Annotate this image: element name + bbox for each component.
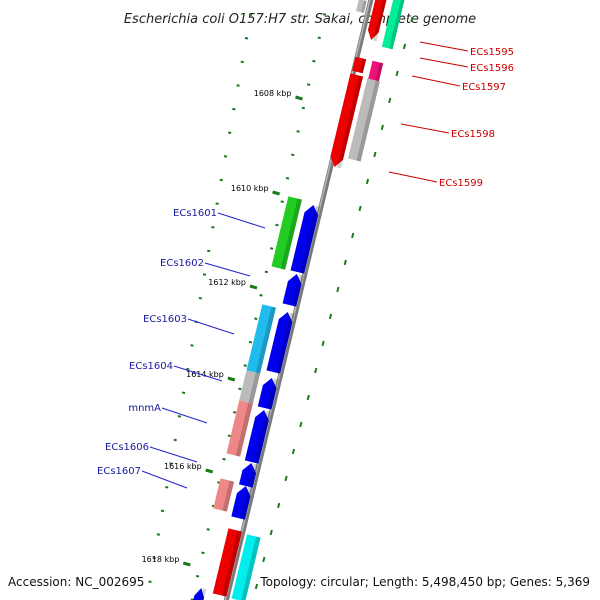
tick-label: 1610 kbp (231, 184, 269, 193)
gene-red-bottom (212, 528, 243, 597)
label-leader (217, 212, 266, 229)
gene-ecs1604-shade (248, 372, 261, 404)
gene-ecs1603 (246, 304, 276, 374)
gene-ecs1603-shade (255, 306, 276, 374)
tick-mark (272, 190, 281, 196)
gene-mnmA-blue-shade (253, 410, 271, 464)
accession-text: Accession: NC_002695 (8, 575, 144, 589)
gene-ecs1606 (239, 463, 257, 488)
gene-ecs1597-shade (375, 62, 384, 82)
gene-ecs1597-red (352, 56, 367, 74)
gc-content-track (145, 0, 419, 600)
gene-ecs1596 (381, 0, 405, 50)
label-leader (149, 446, 198, 463)
reverse-gene-label: ECs1602 (160, 258, 204, 269)
gene-grey-top-shade (361, 0, 367, 13)
reverse-gene-label: ECs1604 (129, 361, 173, 372)
kbp-ticks: 1608 kbp 1610 kbp 1612 kbp 1614 kbp 1616 kbp… (142, 89, 303, 567)
topology-text: Topology: circular; Length: 5,498,450 bp… (259, 575, 590, 589)
label-leader (388, 171, 438, 183)
gene-ecs1601-blue (290, 205, 319, 274)
tick-label: 1616 kbp (164, 462, 202, 471)
forward-gene-label: ECs1599 (439, 178, 483, 189)
gene-ecs1597-red-shade (359, 58, 367, 74)
tick-label: 1614 kbp (186, 370, 224, 379)
gene-labels: ECs1595 ECs1596 ECs1597 ECs1598 ECs1599 ECs16… (97, 41, 514, 489)
reverse-gene-label: ECs1603 (143, 314, 187, 325)
gene-mnmA (226, 400, 253, 457)
gene-grey-top (356, 0, 367, 13)
label-leader (161, 407, 208, 424)
gene-red-bottom-shade (221, 530, 243, 597)
gene-features (193, 0, 405, 600)
gene-ecs1607-shade (222, 480, 235, 512)
gene-mnmA-shade (235, 402, 253, 457)
gene-ecs1595 (367, 0, 387, 40)
gc-dot-line (190, 0, 330, 600)
tick-label: 1612 kbp (208, 278, 246, 287)
gene-ecs1599 (347, 78, 380, 162)
gene-ecs1603-blue-shade (275, 312, 295, 374)
gene-ecs1602-shade (291, 274, 304, 307)
reverse-gene-label: mnmA (128, 403, 161, 414)
tick-mark (295, 95, 303, 101)
gene-ecs1597 (368, 60, 384, 82)
gene-blue-bottom (193, 588, 205, 600)
gene-ecs1607-blue (231, 486, 251, 520)
forward-gene-label: ECs1598 (451, 129, 495, 140)
gene-ecs1603-blue (266, 312, 293, 374)
label-leader (400, 123, 450, 134)
label-leader (187, 318, 235, 335)
tick-mark (249, 284, 258, 290)
label-leader (173, 365, 223, 382)
gene-ecs1601-shade (280, 198, 302, 270)
gene-cyan-bottom (231, 534, 261, 600)
gene-cyan-bottom-shade (240, 536, 261, 600)
gene-ecs1598 (330, 73, 364, 167)
label-leader (204, 262, 251, 277)
reverse-gene-label: ECs1606 (105, 442, 149, 453)
gene-ecs1601 (271, 196, 302, 270)
gene-ecs1595-shade (373, 0, 387, 42)
forward-gene-label: ECs1596 (470, 63, 514, 74)
tick-mark (205, 468, 214, 474)
gene-ecs1599-shade (356, 80, 380, 162)
label-leader (419, 57, 469, 68)
gene-ecs1607-blue-shade (240, 486, 253, 520)
gene-ecs1598-shade (336, 75, 364, 169)
gene-ecs1604-blue-shade (266, 378, 279, 410)
gene-ecs1607 (213, 478, 235, 512)
tick-mark (182, 561, 191, 567)
tick-label: 1608 kbp (254, 89, 292, 98)
tick-mark (227, 376, 236, 382)
label-leader (141, 470, 188, 489)
reverse-gene-label: ECs1607 (97, 466, 141, 477)
gene-ecs1602 (282, 274, 302, 307)
label-leader (411, 75, 461, 87)
gene-ecs1604 (239, 370, 261, 404)
map-title: Escherichia coli O157:H7 str. Sakai, com… (124, 12, 476, 27)
gene-ecs1596-shade (389, 0, 405, 50)
tick-label: 1618 kbp (142, 555, 180, 564)
forward-gene-label: ECs1597 (462, 82, 506, 93)
reverse-gene-label: ECs1601 (173, 208, 217, 219)
label-leader (419, 41, 469, 52)
gene-mnmA-blue (244, 410, 269, 464)
gene-ecs1606-shade (248, 463, 259, 488)
forward-gene-label: ECs1595 (470, 47, 514, 58)
gene-blue-bottom-shade (200, 588, 207, 600)
gc-dot-line (251, 0, 419, 600)
gene-ecs1601-blue-shade (299, 205, 321, 274)
gene-ecs1604-blue (257, 378, 277, 410)
